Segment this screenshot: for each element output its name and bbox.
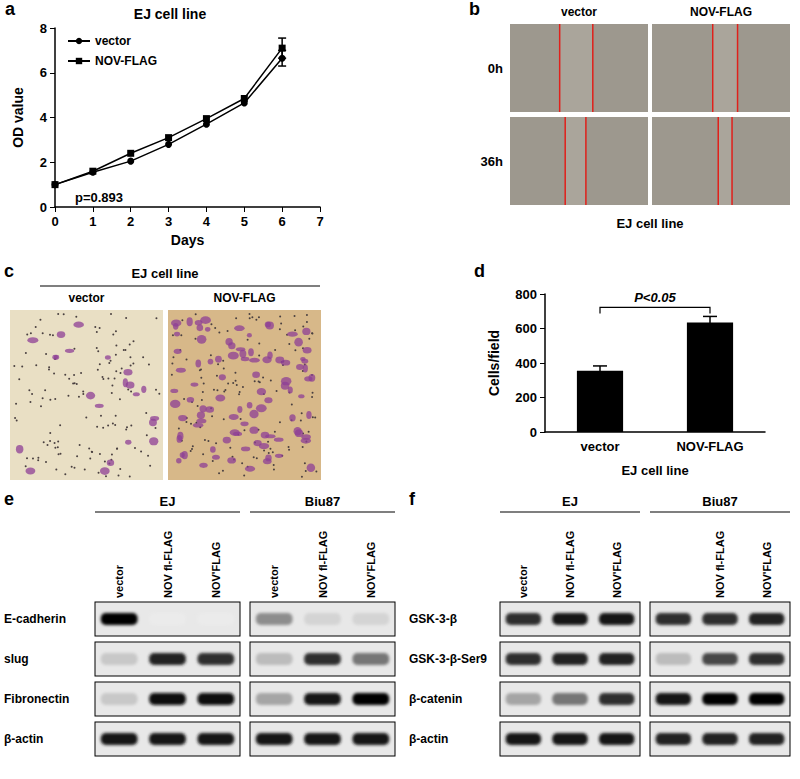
svg-text:NOV-FLAG: NOV-FLAG bbox=[95, 54, 157, 68]
svg-text:β-actin: β-actin bbox=[409, 732, 448, 746]
svg-text:vector: vector bbox=[268, 564, 280, 598]
svg-text:GSK-3-β: GSK-3-β bbox=[409, 612, 457, 626]
svg-text:vector: vector bbox=[113, 564, 125, 598]
svg-text:EJ cell line: EJ cell line bbox=[131, 266, 198, 281]
svg-text:0: 0 bbox=[51, 214, 58, 229]
svg-text:4: 4 bbox=[203, 214, 211, 229]
svg-text:800: 800 bbox=[515, 287, 537, 302]
svg-text:NOV fl-FLAG: NOV fl-FLAG bbox=[317, 531, 329, 598]
svg-text:e: e bbox=[4, 490, 14, 509]
svg-text:NOV-FLAG: NOV-FLAG bbox=[214, 291, 276, 305]
svg-text:NOV'FLAG: NOV'FLAG bbox=[611, 542, 623, 598]
svg-text:EJ cell line: EJ cell line bbox=[621, 463, 688, 478]
svg-text:4: 4 bbox=[40, 110, 48, 125]
svg-text:Cells/field: Cells/field bbox=[486, 330, 502, 396]
svg-text:Fibronectin: Fibronectin bbox=[4, 692, 69, 706]
svg-text:400: 400 bbox=[515, 356, 537, 371]
svg-text:0h: 0h bbox=[488, 61, 503, 76]
svg-text:6: 6 bbox=[40, 65, 47, 80]
svg-text:EJ cell line: EJ cell line bbox=[134, 6, 207, 22]
svg-text:EJ: EJ bbox=[160, 494, 176, 509]
svg-text:b: b bbox=[469, 0, 480, 19]
svg-text:vector: vector bbox=[580, 439, 619, 454]
svg-text:c: c bbox=[4, 262, 14, 281]
svg-text:vector: vector bbox=[561, 5, 597, 19]
svg-text:p=0.893: p=0.893 bbox=[75, 190, 123, 205]
svg-text:NOV'FLAG: NOV'FLAG bbox=[210, 542, 222, 598]
svg-text:7: 7 bbox=[316, 214, 323, 229]
svg-text:Biu87: Biu87 bbox=[305, 494, 340, 509]
svg-text:200: 200 bbox=[515, 390, 537, 405]
svg-text:2: 2 bbox=[40, 155, 47, 170]
svg-text:Days: Days bbox=[171, 232, 205, 248]
svg-text:EJ: EJ bbox=[562, 494, 578, 509]
svg-text:2: 2 bbox=[127, 214, 134, 229]
svg-text:P<0.05: P<0.05 bbox=[634, 290, 676, 305]
svg-text:EJ cell line: EJ cell line bbox=[616, 216, 683, 231]
svg-text:NOV fl-FLAG: NOV fl-FLAG bbox=[714, 531, 726, 598]
svg-text:NOV fl-FLAG: NOV fl-FLAG bbox=[162, 531, 174, 598]
svg-text:vector: vector bbox=[517, 564, 529, 598]
svg-text:0: 0 bbox=[40, 200, 47, 215]
svg-text:E-cadherin: E-cadherin bbox=[4, 612, 66, 626]
svg-text:1: 1 bbox=[89, 214, 96, 229]
svg-text:NOV'FLAG: NOV'FLAG bbox=[365, 542, 377, 598]
svg-text:GSK-3-β-Ser9: GSK-3-β-Ser9 bbox=[409, 652, 487, 666]
html-text:d: d bbox=[474, 261, 485, 281]
svg-text:6: 6 bbox=[279, 214, 286, 229]
html-text:a: a bbox=[5, 0, 15, 19]
svg-text:β-catenin: β-catenin bbox=[409, 692, 462, 706]
svg-text:36h: 36h bbox=[481, 154, 503, 169]
svg-text:3: 3 bbox=[165, 214, 172, 229]
svg-text:vector: vector bbox=[95, 34, 131, 48]
svg-text:β-actin: β-actin bbox=[4, 732, 43, 746]
svg-text:NOV-FLAG: NOV-FLAG bbox=[690, 5, 752, 19]
svg-text:f: f bbox=[409, 490, 416, 509]
svg-text:8: 8 bbox=[40, 21, 47, 36]
svg-text:NOV-FLAG: NOV-FLAG bbox=[676, 439, 743, 454]
svg-text:600: 600 bbox=[515, 321, 537, 336]
svg-text:Biu87: Biu87 bbox=[702, 494, 737, 509]
svg-text:NOV'FLAG: NOV'FLAG bbox=[761, 542, 773, 598]
svg-text:NOV fl-FLAG: NOV fl-FLAG bbox=[564, 531, 576, 598]
svg-text:OD value: OD value bbox=[10, 87, 26, 148]
svg-text:slug: slug bbox=[4, 652, 29, 666]
svg-text:vector: vector bbox=[68, 291, 104, 305]
svg-text:5: 5 bbox=[241, 214, 248, 229]
svg-text:0: 0 bbox=[530, 425, 537, 440]
